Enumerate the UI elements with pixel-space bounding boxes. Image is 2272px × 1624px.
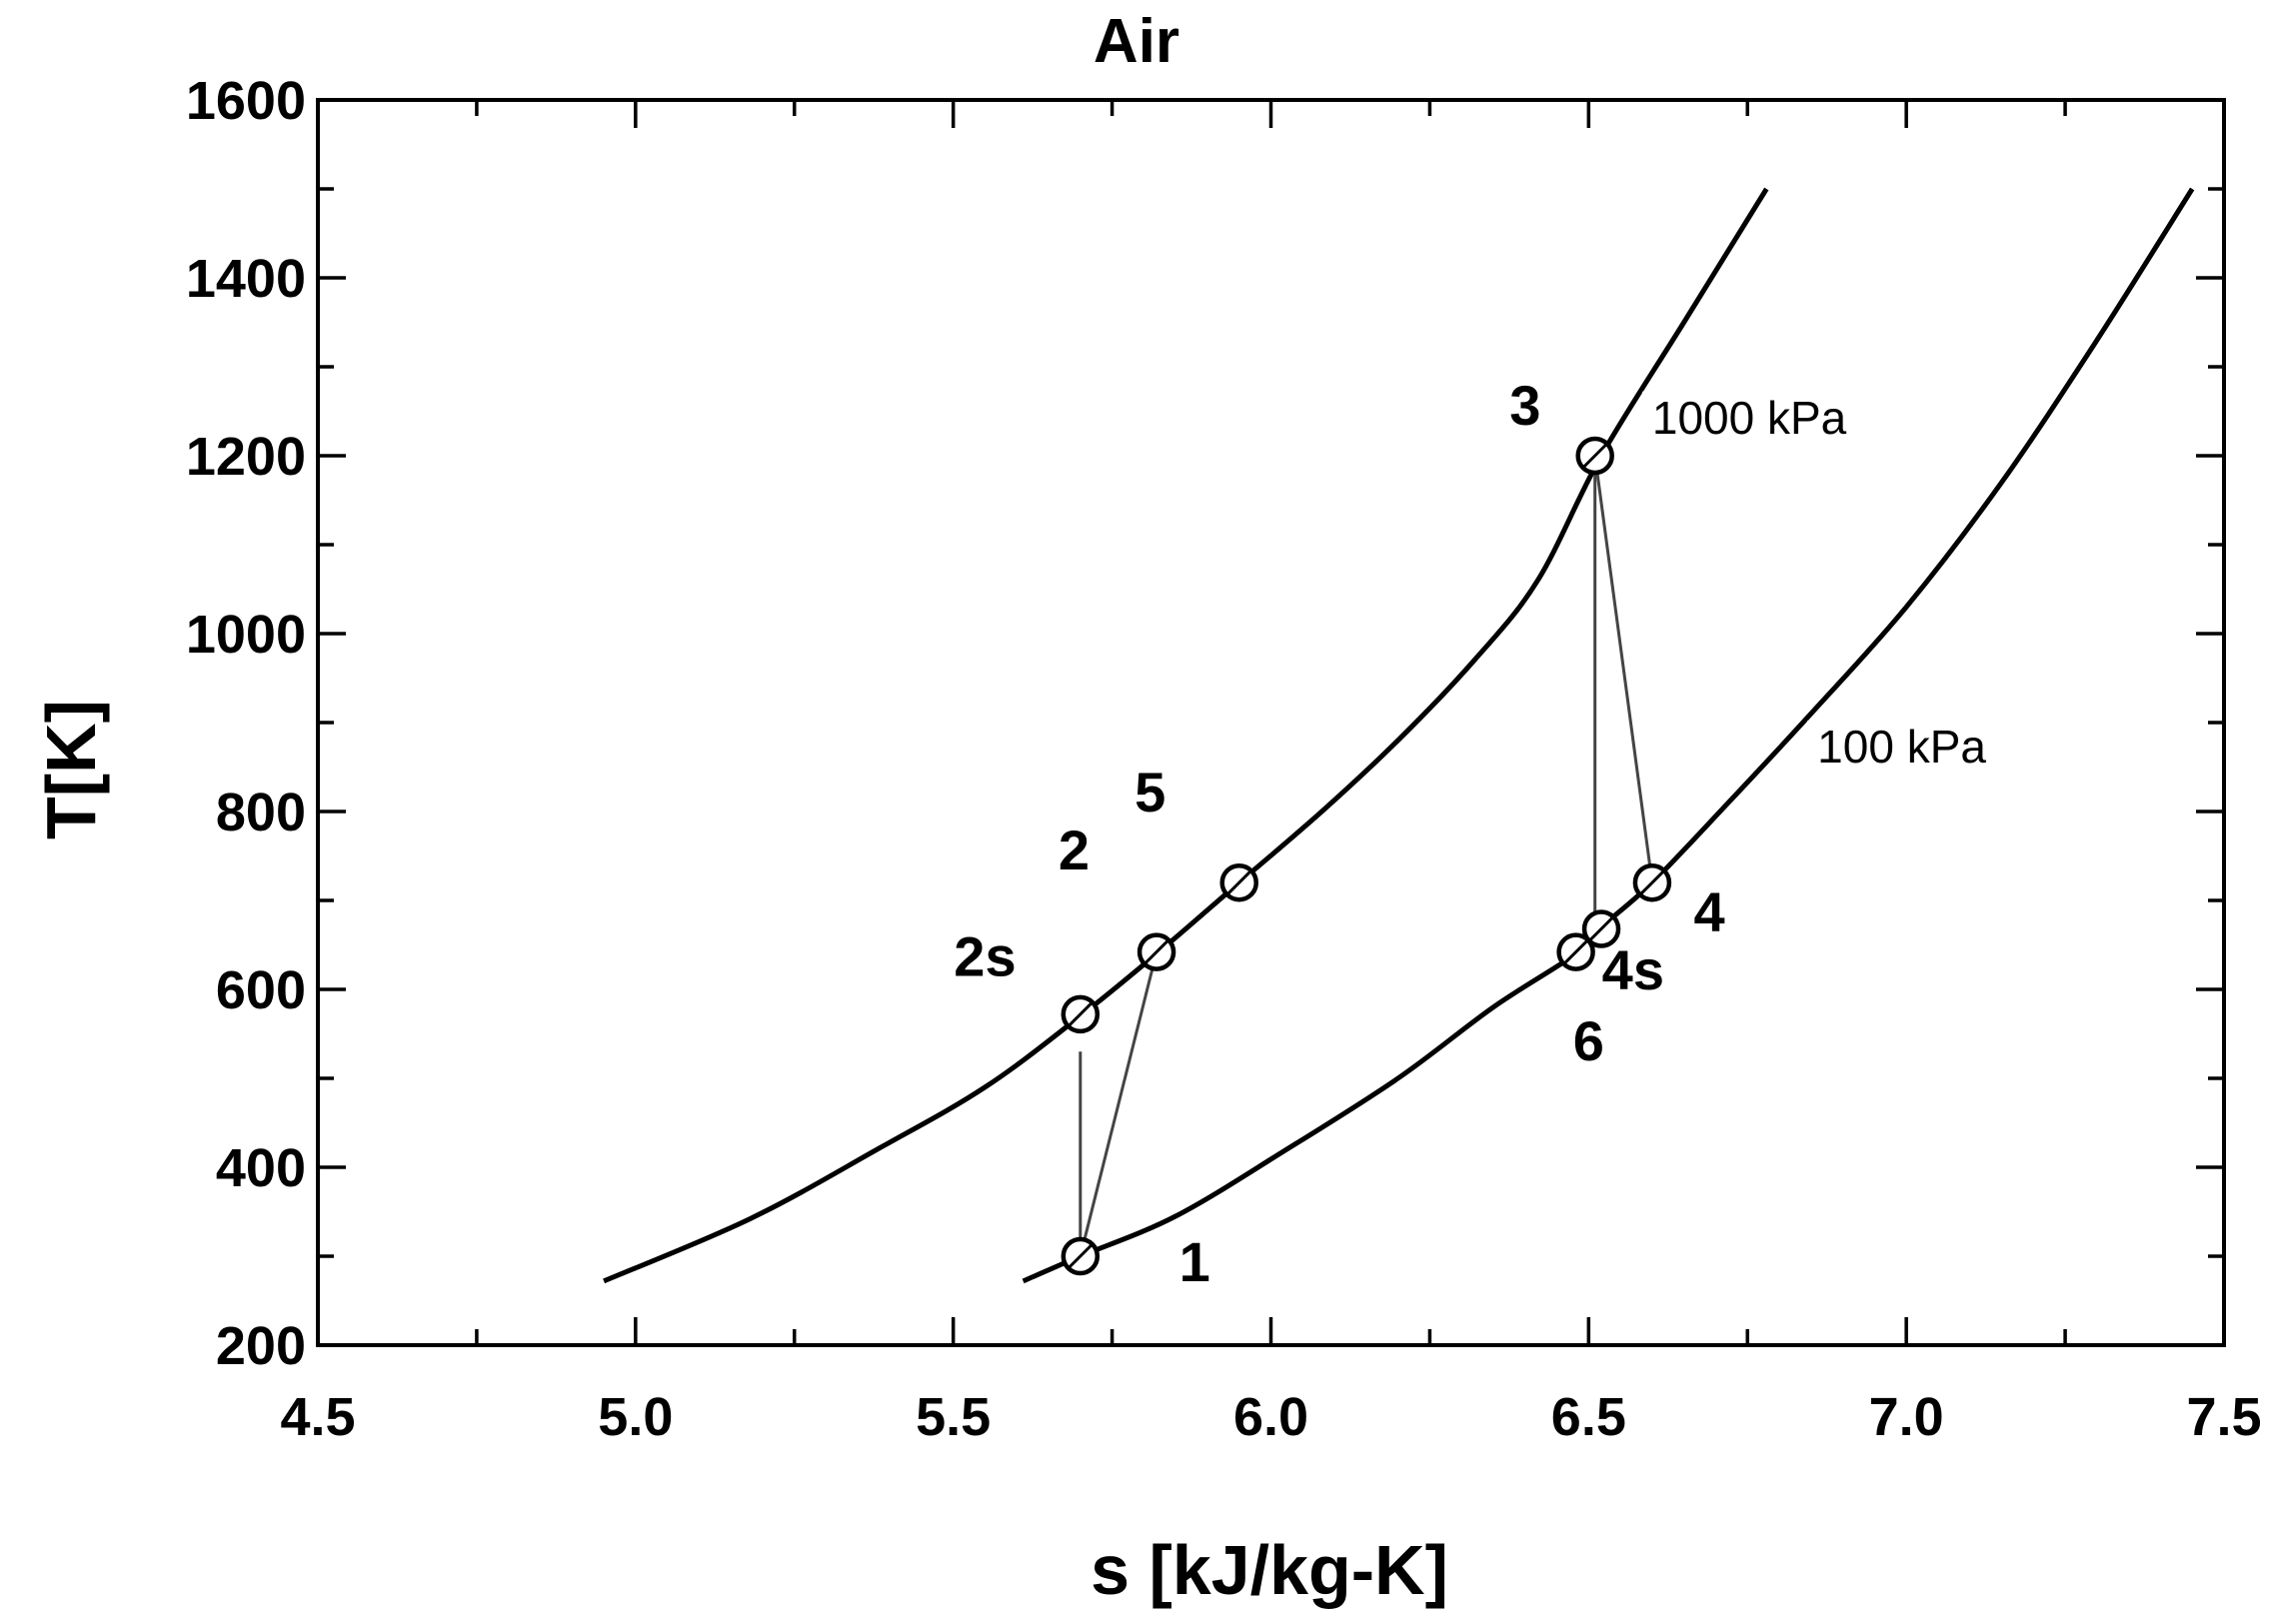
state-marker-slash: [1638, 868, 1666, 897]
state-marker-slash: [1066, 1242, 1095, 1270]
curve-label-1: 100 kPa: [1817, 721, 1986, 773]
y-tick-label: 200: [216, 1316, 306, 1376]
y-tick-label: 1600: [186, 71, 306, 131]
state-point-2: [1136, 932, 1176, 971]
state-label-2: 2: [1059, 818, 1090, 881]
state-label-4s: 4s: [1602, 938, 1664, 1001]
state-point-1: [1061, 1236, 1101, 1276]
process-line: [1079, 951, 1158, 1257]
state-marker-slash: [1066, 1000, 1095, 1028]
y-tick-label: 1400: [186, 249, 306, 309]
state-label-5: 5: [1135, 761, 1165, 823]
y-tick-label: 600: [216, 960, 306, 1020]
isobar-line-0: [603, 187, 1769, 1284]
plot-area: 1000 kPa 100 kPa 1 2s 25 3 4s 4 6: [316, 98, 2226, 1347]
y-tick-label: 1000: [186, 605, 306, 665]
isobar-line-1: [1022, 187, 2195, 1284]
state-marker-slash: [1561, 937, 1590, 966]
x-tick-label: 7.5: [2186, 1387, 2261, 1447]
y-axis-label: T[K]: [32, 700, 110, 839]
y-tick-label: 1200: [186, 427, 306, 487]
x-tick-label: 7.0: [1869, 1387, 1944, 1447]
state-point-4: [1632, 862, 1672, 902]
x-tick-label: 5.0: [598, 1387, 673, 1447]
curve-label-0: 1000 kPa: [1652, 392, 1847, 444]
curve-label-bg: [1807, 721, 2001, 778]
state-point-3: [1575, 436, 1614, 476]
state-marker-slash: [1224, 868, 1253, 897]
state-marker-slash: [1142, 937, 1170, 966]
curve-label-bg: [1641, 391, 1860, 448]
y-tick-label: 400: [216, 1138, 306, 1198]
x-tick-label: 5.5: [916, 1387, 991, 1447]
state-point-5: [1219, 862, 1258, 902]
state-label-4: 4: [1694, 880, 1725, 943]
state-marker-slash: [1580, 442, 1609, 470]
state-label-1: 1: [1179, 1230, 1210, 1293]
state-label-2s: 2s: [954, 925, 1016, 988]
x-tick-label: 6.0: [1233, 1387, 1308, 1447]
y-axis: 200 400 600 800 1000 1200 1400 1600: [186, 71, 2224, 1376]
y-tick-label: 800: [216, 783, 306, 842]
chart-title: Air: [1094, 7, 1179, 76]
x-tick-label: 4.5: [280, 1387, 355, 1447]
state-point-6: [1556, 932, 1595, 971]
x-axis-label: s [kJ/kg-K]: [1091, 1531, 1448, 1609]
state-point-2s: [1061, 994, 1101, 1034]
state-marker-slash: [1587, 914, 1615, 943]
process-line: [1593, 455, 1654, 883]
x-axis: 4.5 5.0 5.5 6.0 6.5 7.0 7.5: [280, 100, 2262, 1447]
x-tick-label: 6.5: [1551, 1387, 1626, 1447]
state-point-4s: [1581, 909, 1621, 948]
state-label-6: 6: [1573, 1009, 1604, 1072]
state-label-3: 3: [1509, 374, 1540, 437]
